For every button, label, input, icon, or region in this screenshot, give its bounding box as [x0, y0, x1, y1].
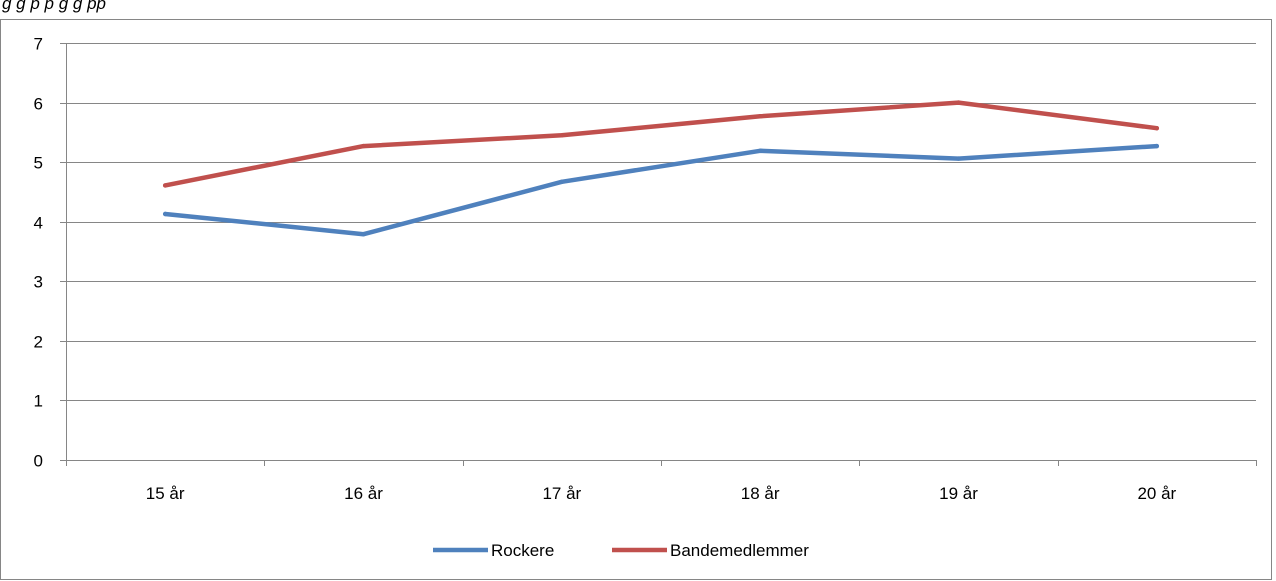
chart-frame: [0, 19, 1272, 580]
data-point: [559, 133, 564, 138]
series-lines: [162, 100, 1160, 237]
y-tick-label: 7: [34, 35, 43, 54]
chart-caption: g g p p g g pp: [2, 0, 106, 13]
y-tick-label: 5: [34, 154, 43, 173]
data-point: [758, 114, 763, 119]
y-tick-label: 1: [34, 392, 43, 411]
x-tick-labels: 15 år 16 år 17 år 18 år 19 år 20 år: [146, 484, 1177, 503]
y-tick-label: 4: [34, 214, 43, 233]
legend-item-rockere: Rockere: [433, 541, 554, 560]
x-tick-label: 15 år: [146, 484, 185, 503]
data-point: [163, 183, 168, 188]
data-point: [163, 211, 168, 217]
legend-label: Bandemedlemmer: [670, 541, 809, 560]
x-tick-label: 16 år: [344, 484, 383, 503]
legend-label: Rockere: [491, 541, 554, 560]
legend-item-bandemedlemmer: Bandemedlemmer: [612, 541, 809, 560]
series-line-rockere: [162, 143, 1160, 237]
axes: [60, 43, 1257, 466]
legend: Rockere Bandemedlemmer: [433, 541, 809, 560]
data-point: [956, 100, 961, 105]
y-tick-label: 2: [34, 333, 43, 352]
gridlines: [66, 43, 1256, 401]
x-tick-label: 19 år: [939, 484, 978, 503]
y-tick-label: 6: [34, 95, 43, 114]
data-point: [1154, 126, 1160, 131]
x-tick-label: 20 år: [1137, 484, 1176, 503]
data-point: [1154, 143, 1160, 149]
y-tick-labels: 0 1 2 3 4 5 6 7: [34, 35, 43, 471]
x-tick-label: 18 år: [741, 484, 780, 503]
series-line-bandemedlemmer: [162, 100, 1160, 188]
data-point: [361, 232, 366, 237]
y-tick-label: 3: [34, 273, 43, 292]
data-point: [758, 148, 763, 153]
x-tick-label: 17 år: [542, 484, 581, 503]
data-point: [559, 179, 564, 184]
y-tick-label: 0: [34, 452, 43, 471]
data-point: [956, 156, 961, 161]
data-point: [361, 143, 366, 149]
